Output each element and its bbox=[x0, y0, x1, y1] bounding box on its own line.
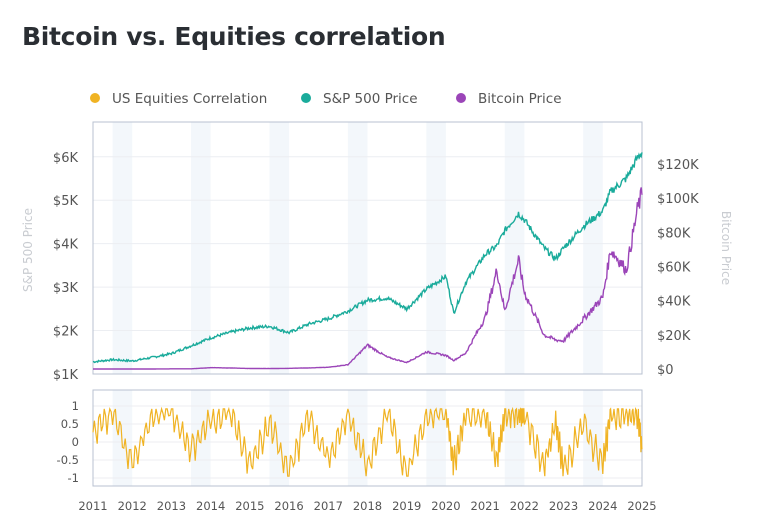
bitcoin-price-line bbox=[93, 187, 643, 370]
year-band bbox=[347, 122, 368, 374]
x-tick-label: 2012 bbox=[118, 499, 147, 513]
legend-label: US Equities Correlation bbox=[112, 91, 267, 107]
x-tick-label: 2025 bbox=[627, 499, 656, 513]
x-tick-label: 2024 bbox=[588, 499, 617, 513]
x-tick-label: 2017 bbox=[314, 499, 343, 513]
correlation-line bbox=[92, 406, 643, 477]
chart-title: Bitcoin vs. Equities correlation bbox=[22, 22, 446, 51]
x-tick-label: 2016 bbox=[274, 499, 303, 513]
x-tick-label: 2020 bbox=[431, 499, 460, 513]
left-tick-label: $6K bbox=[53, 151, 79, 166]
corr-tick-label: -1 bbox=[68, 471, 79, 485]
corr-tick-label: 0.5 bbox=[61, 417, 79, 431]
year-band bbox=[504, 122, 525, 374]
right-tick-label: $120K bbox=[657, 158, 699, 173]
sp500-price-line bbox=[92, 152, 643, 364]
legend-marker-icon bbox=[90, 93, 100, 103]
left-tick-label: $1K bbox=[53, 368, 79, 383]
left-axis-title: S&P 500 Price bbox=[21, 208, 35, 292]
year-band bbox=[504, 390, 525, 486]
legend-item[interactable]: US Equities Correlation bbox=[90, 91, 267, 107]
x-tick-label: 2011 bbox=[78, 499, 107, 513]
legend-marker-icon bbox=[301, 93, 311, 103]
x-tick-label: 2014 bbox=[196, 499, 225, 513]
right-tick-label: $80K bbox=[657, 226, 691, 241]
x-tick-label: 2015 bbox=[235, 499, 264, 513]
right-tick-label: $20K bbox=[657, 329, 691, 344]
year-band bbox=[426, 122, 446, 374]
x-tick-label: 2019 bbox=[392, 499, 421, 513]
x-tick-label: 2018 bbox=[353, 499, 382, 513]
corr-tick-label: 0 bbox=[72, 435, 79, 449]
right-tick-label: $60K bbox=[657, 261, 691, 276]
year-band bbox=[191, 122, 211, 374]
year-band bbox=[583, 390, 603, 486]
right-tick-label: $0 bbox=[657, 363, 674, 378]
left-tick-label: $2K bbox=[53, 325, 79, 340]
x-tick-label: 2013 bbox=[157, 499, 186, 513]
year-band bbox=[269, 122, 290, 374]
left-tick-label: $5K bbox=[53, 194, 79, 209]
corr-tick-label: -0.5 bbox=[57, 453, 79, 467]
legend-label: Bitcoin Price bbox=[478, 91, 562, 107]
year-band bbox=[426, 390, 446, 486]
legend-item[interactable]: S&P 500 Price bbox=[301, 91, 418, 107]
left-tick-label: $4K bbox=[53, 238, 79, 253]
x-tick-label: 2023 bbox=[549, 499, 578, 513]
x-tick-label: 2022 bbox=[510, 499, 539, 513]
right-tick-label: $40K bbox=[657, 295, 691, 310]
year-band bbox=[112, 122, 133, 374]
year-band bbox=[583, 122, 603, 374]
right-tick-label: $100K bbox=[657, 192, 699, 207]
corr-tick-label: 1 bbox=[72, 399, 79, 413]
legend-item[interactable]: Bitcoin Price bbox=[456, 91, 562, 107]
legend-marker-icon bbox=[456, 93, 466, 103]
left-tick-label: $3K bbox=[53, 281, 79, 296]
year-band bbox=[112, 390, 133, 486]
legend-label: S&P 500 Price bbox=[323, 91, 418, 107]
plot-frame bbox=[92, 121, 643, 375]
x-tick-label: 2021 bbox=[471, 499, 500, 513]
right-axis-title: Bitcoin Price bbox=[719, 211, 733, 285]
